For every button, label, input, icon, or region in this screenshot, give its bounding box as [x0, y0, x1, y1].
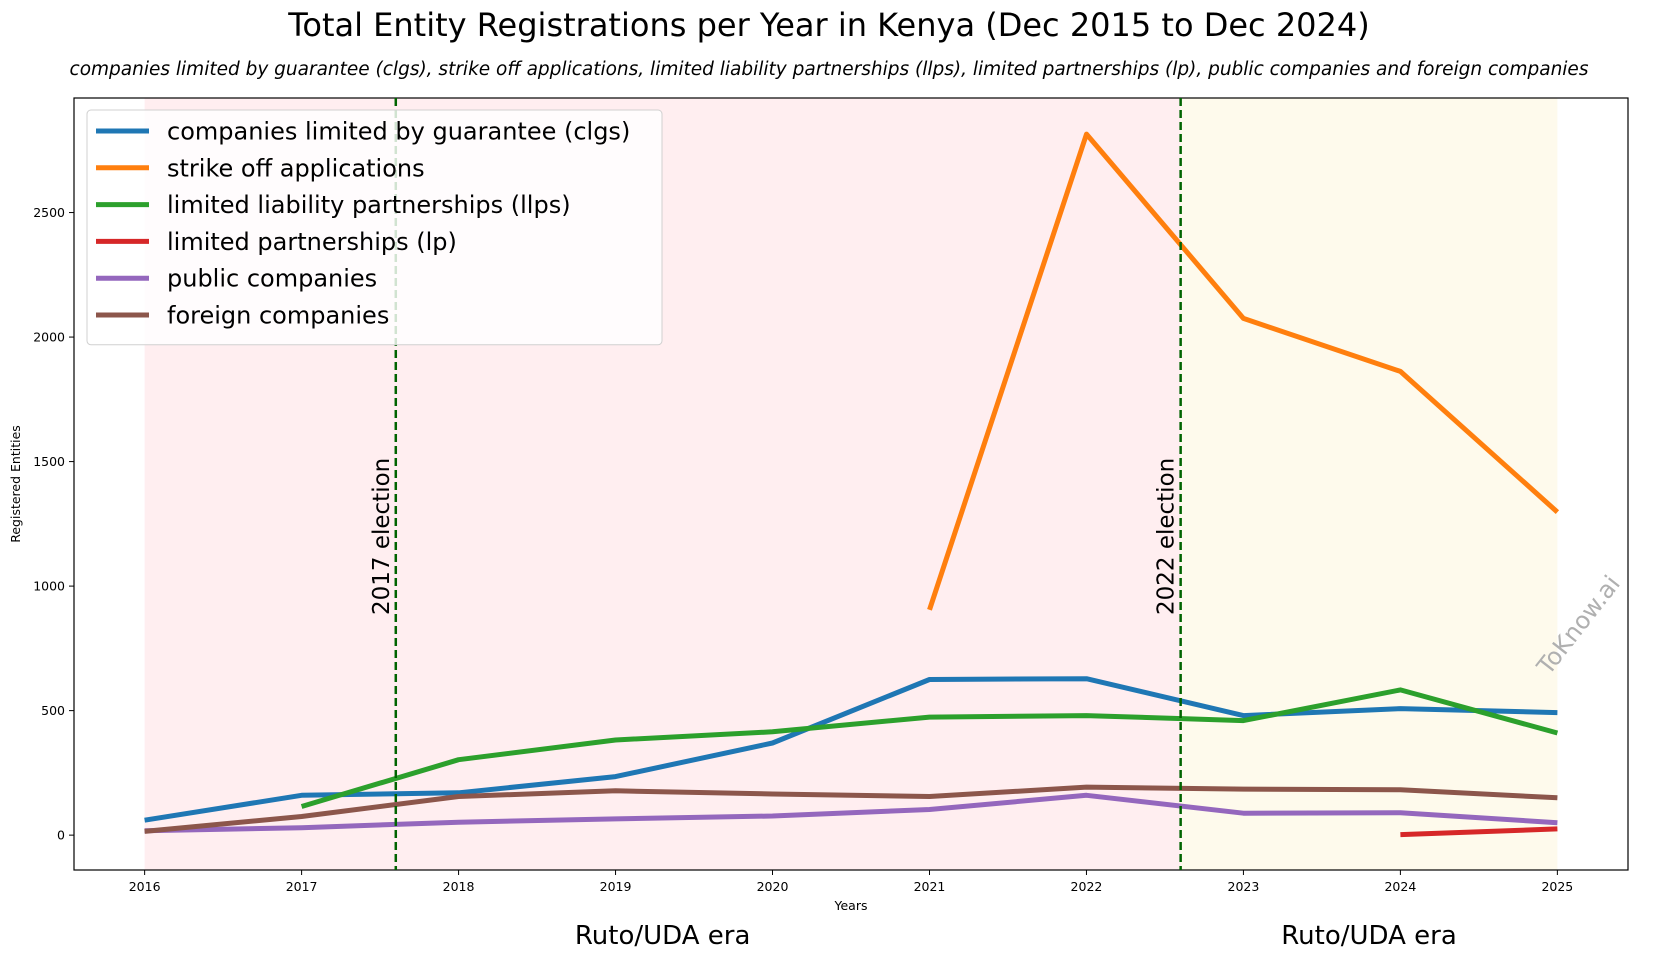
y-tick-label-2500: 2500	[33, 205, 65, 220]
series-line-3	[1400, 826, 1558, 838]
y-tick-label-0: 0	[57, 828, 65, 843]
legend-label-5: foreign companies	[167, 302, 389, 330]
legend-label-2: limited liability partnerships (llps)	[167, 191, 571, 219]
chart-title: Total Entity Registrations per Year in K…	[287, 6, 1369, 44]
y-axis-label: Registered Entities	[8, 425, 23, 543]
x-tick-label-2016: 2016	[129, 879, 161, 894]
series-lines	[144, 131, 1560, 838]
legend-label-4: public companies	[167, 265, 377, 293]
x-tick-label-2021: 2021	[914, 879, 946, 894]
era-labels: Ruto/UDA era Ruto/UDA era	[575, 921, 1457, 951]
x-tick-label-2022: 2022	[1071, 879, 1103, 894]
legend-label-3: limited partnerships (lp)	[167, 228, 457, 256]
shaded-regions	[144, 98, 1558, 870]
x-tick-label-2017: 2017	[286, 879, 318, 894]
y-tick-label-2000: 2000	[33, 330, 65, 345]
legend-label-0: companies limited by guarantee (clgs)	[167, 118, 630, 146]
y-axis: 0 500 1000 1500 2000 2500	[33, 205, 74, 843]
election-label-1: 2022 election	[1154, 458, 1180, 615]
series-line-0	[144, 676, 1558, 823]
series-line-4	[144, 792, 1558, 834]
x-axis: 2016 2017 2018 2019 2020 2021 2022 2023 2024 2025	[129, 870, 1573, 894]
x-tick-label-2020: 2020	[757, 879, 789, 894]
legend-label-1: strike off applications	[167, 154, 425, 182]
legend-box	[86, 109, 663, 346]
era-label-0: Ruto/UDA era	[575, 921, 751, 951]
election-markers: 2017 election 2022 election	[369, 98, 1182, 870]
y-tick-label-1000: 1000	[33, 579, 65, 594]
y-tick-label-1500: 1500	[33, 454, 65, 469]
x-axis-label: Years	[834, 898, 868, 913]
x-tick-label-2024: 2024	[1384, 879, 1416, 894]
election-label-0: 2017 election	[369, 458, 395, 615]
chart-subtitle: companies limited by guarantee (clgs), s…	[70, 59, 1589, 80]
legend: companies limited by guarantee (clgs) str…	[86, 109, 663, 346]
series-line-1	[927, 131, 1560, 611]
y-tick-label-500: 500	[41, 703, 65, 718]
series-line-5	[144, 784, 1558, 834]
x-tick-label-2023: 2023	[1228, 879, 1260, 894]
x-tick-label-2025: 2025	[1541, 879, 1573, 894]
era-label-1: Ruto/UDA era	[1281, 921, 1457, 951]
plot-frame	[73, 97, 1629, 871]
x-tick-label-2019: 2019	[600, 879, 632, 894]
shaded-region-1	[1180, 98, 1558, 870]
series-line-2	[300, 687, 1559, 809]
x-tick-label-2018: 2018	[443, 879, 475, 894]
